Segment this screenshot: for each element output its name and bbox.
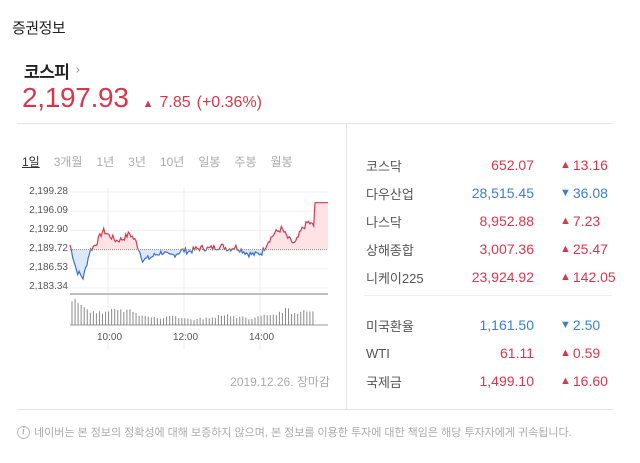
market-list-commodities: 미국환율 1,161.50 ▼ 2.50 WTI 61.11 ▲ 0.59 국제금 1,499.1…: [366, 311, 616, 395]
index-change-value: 7.85: [159, 94, 191, 111]
market-change: 25.47: [572, 241, 608, 257]
x-tick: 14:00: [249, 332, 275, 343]
index-change: ▲ 7.85 (+0.36%): [143, 94, 262, 112]
tab-period[interactable]: 3개월: [53, 155, 83, 169]
up-arrow-icon: ▲: [560, 215, 571, 227]
market-name: 상해종합: [366, 242, 414, 258]
market-change: 13.16: [572, 157, 608, 173]
market-change: 16.60: [572, 373, 608, 389]
market-row[interactable]: 코스닥 652.07 ▲ 13.16: [366, 151, 616, 179]
up-arrow-icon: ▲: [142, 98, 154, 110]
market-value: 8,952.88: [479, 213, 535, 229]
market-value: 652.07: [491, 157, 534, 173]
tab-period[interactable]: 3년: [128, 155, 146, 169]
y-tick: 2,192.90: [29, 224, 68, 235]
market-row[interactable]: 니케이225 23,924.92 ▲ 142.05: [366, 263, 616, 291]
y-tick: 2,183.34: [29, 281, 68, 292]
market-change: 2.50: [572, 317, 601, 333]
tab-period[interactable]: 10년: [159, 155, 185, 169]
intraday-chart: 2,199.28 2,196.09 2,192.90 2,189.72 2,18…: [0, 180, 340, 355]
chevron-right-icon: ›: [75, 63, 81, 78]
group-divider: [364, 295, 612, 296]
market-row[interactable]: 미국환율 1,161.50 ▼ 2.50: [366, 311, 616, 339]
up-arrow-icon: ▲: [560, 375, 571, 387]
market-value: 61.11: [500, 345, 534, 361]
tab-period[interactable]: 1일: [22, 155, 40, 169]
market-name: 니케이225: [366, 270, 424, 286]
bottom-divider: [17, 409, 613, 410]
tab-period[interactable]: 주봉: [234, 155, 257, 169]
market-row[interactable]: 다우산업 28,515.45 ▼ 36.08: [366, 179, 616, 207]
market-list-indices: 코스닥 652.07 ▲ 13.16 다우산업 28,515.45 ▼ 36.08 나스닥 8,9…: [366, 151, 616, 291]
down-arrow-icon: ▼: [560, 319, 571, 331]
up-arrow-icon: ▲: [560, 271, 571, 283]
y-tick: 2,199.28: [29, 186, 68, 197]
up-arrow-icon: ▲: [560, 159, 571, 171]
top-divider: [17, 123, 613, 124]
market-value: 28,515.45: [471, 185, 534, 201]
market-name: 나스닥: [366, 214, 402, 230]
market-name: 다우산업: [366, 186, 414, 202]
vertical-divider: [346, 123, 347, 409]
period-tabs: 1일 3개월 1년 3년 10년 일봉 주봉 월봉: [22, 153, 307, 170]
x-tick: 12:00: [173, 332, 199, 343]
market-row[interactable]: 나스닥 8,952.88 ▲ 7.23: [366, 207, 616, 235]
tab-period[interactable]: 1년: [96, 155, 115, 169]
down-arrow-icon: ▼: [560, 187, 571, 199]
index-name: 코스피: [24, 63, 70, 83]
market-row[interactable]: 상해종합 3,007.36 ▲ 25.47: [366, 235, 616, 263]
market-change: 7.23: [572, 213, 601, 229]
market-name: 코스닥: [366, 158, 402, 174]
kospi-link[interactable]: 코스피 ›: [24, 58, 81, 83]
index-price: 2,197.93: [22, 82, 129, 113]
market-row[interactable]: 국제금 1,499.10 ▲ 16.60: [366, 367, 616, 395]
chart-date: 2019.12.26. 장마감: [230, 375, 330, 389]
market-value: 1,161.50: [479, 317, 535, 333]
up-arrow-icon: ▲: [560, 243, 571, 255]
info-icon: i: [17, 425, 30, 439]
market-value: 1,499.10: [479, 373, 535, 389]
section-title: 증권정보: [12, 19, 66, 37]
tab-period[interactable]: 월봉: [270, 155, 293, 169]
market-change: 0.59: [572, 345, 601, 361]
up-arrow-icon: ▲: [560, 347, 571, 359]
market-name: 국제금: [366, 374, 402, 390]
tab-period[interactable]: 일봉: [198, 155, 221, 169]
y-tick: 2,189.72: [29, 243, 68, 254]
market-row[interactable]: WTI 61.11 ▲ 0.59: [366, 339, 616, 367]
y-tick: 2,196.09: [29, 205, 68, 216]
index-price-row: 2,197.93 ▲ 7.85 (+0.36%): [22, 82, 262, 114]
disclaimer: i 네이버는 본 정보의 정확성에 대해 보증하지 않으며, 본 정보를 이용한…: [17, 424, 572, 440]
market-name: WTI: [366, 345, 390, 361]
disclaimer-text: 네이버는 본 정보의 정확성에 대해 보증하지 않으며, 본 정보를 이용한 투…: [34, 427, 572, 439]
market-change: 142.05: [572, 269, 616, 285]
y-tick: 2,186.53: [29, 262, 68, 273]
price-line-chart: [69, 188, 328, 350]
market-name: 미국환율: [366, 318, 414, 334]
market-value: 3,007.36: [479, 241, 535, 257]
market-value: 23,924.92: [471, 269, 534, 285]
x-tick: 10:00: [97, 332, 123, 343]
market-change: 36.08: [572, 185, 608, 201]
index-change-pct: (+0.36%): [196, 94, 262, 111]
